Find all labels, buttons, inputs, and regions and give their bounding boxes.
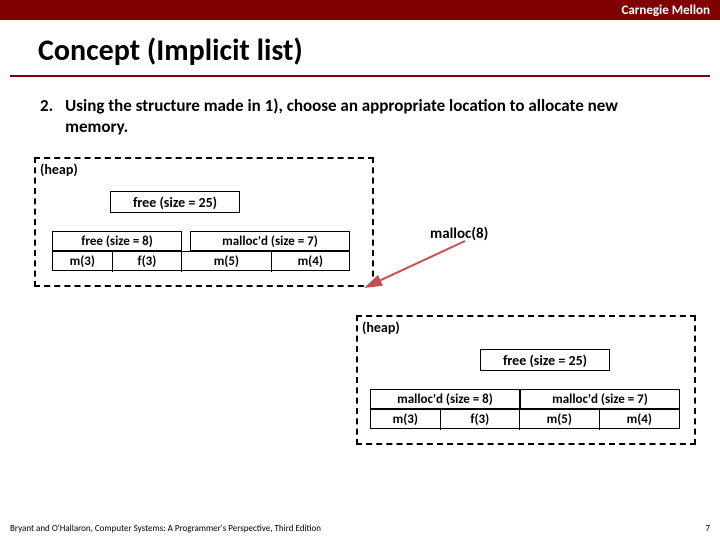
- heap1-cell-m4: m(4): [272, 252, 349, 272]
- heap2-cell-row: m(3) f(3) m(5) m(4): [370, 409, 680, 429]
- heap2-cell-m4: m(4): [600, 410, 679, 430]
- heap2-group-mallocd8: malloc'd (size = 8): [370, 389, 520, 409]
- heap2-cell-m5: m(5): [520, 410, 599, 430]
- page-number: 7: [705, 523, 710, 534]
- page-title: Concept (Implicit list): [10, 20, 710, 77]
- heap1-cell-m5: m(5): [182, 252, 271, 272]
- heap1-free25: free (size = 25): [110, 191, 240, 213]
- brand-text: Carnegie Mellon: [621, 3, 710, 18]
- step-body: Using the structure made in 1), choose a…: [65, 95, 680, 137]
- heap1-group-mallocd7: malloc'd (size = 7): [190, 231, 350, 251]
- brand-bar: Carnegie Mellon: [0, 0, 720, 20]
- heap2-free25: free (size = 25): [480, 349, 610, 371]
- step-text: 2. Using the structure made in 1), choos…: [0, 77, 720, 137]
- footer: Bryant and O'Hallaron, Computer Systems:…: [10, 523, 710, 534]
- heap2-cell-m3: m(3): [371, 410, 441, 430]
- heap1-cell-row: m(3) f(3) m(5) m(4): [52, 251, 350, 271]
- step-number: 2.: [40, 95, 53, 137]
- heap1-label: (heap): [40, 161, 78, 178]
- footer-citation: Bryant and O'Hallaron, Computer Systems:…: [10, 523, 321, 534]
- heap1-cell-m3: m(3): [53, 252, 113, 272]
- heap2-group-mallocd7: malloc'd (size = 7): [520, 389, 680, 409]
- diagram-area: (heap) free (size = 25) free (size = 8) …: [0, 137, 720, 487]
- heap1-group-free8: free (size = 8): [52, 231, 182, 251]
- heap1-cell-f3: f(3): [113, 252, 183, 272]
- malloc-call-label: malloc(8): [430, 225, 488, 243]
- heap2-label: (heap): [362, 319, 400, 336]
- heap2-cell-f3: f(3): [441, 410, 520, 430]
